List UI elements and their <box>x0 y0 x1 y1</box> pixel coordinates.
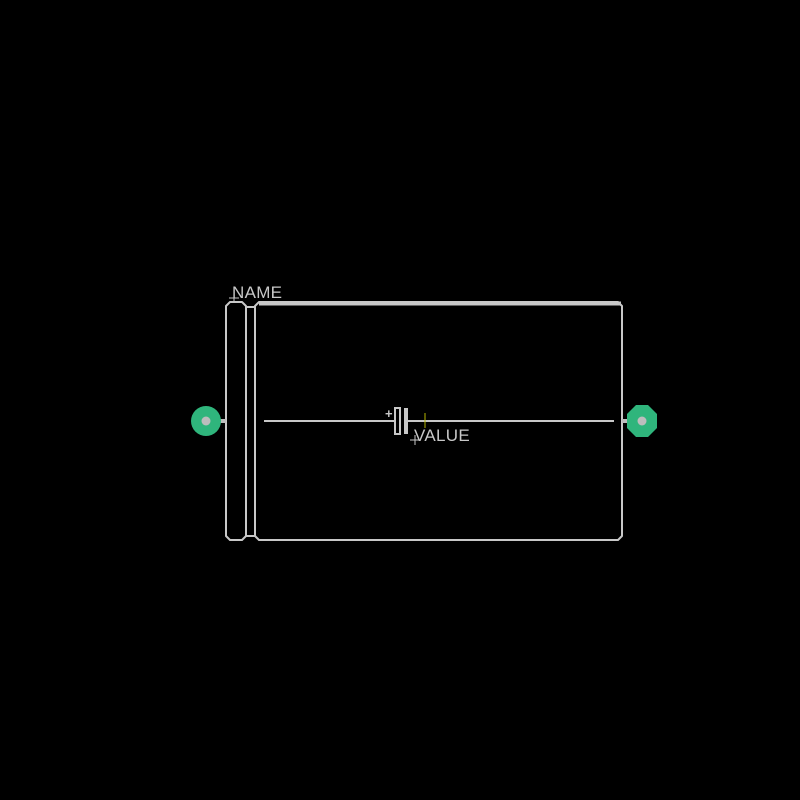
end-cap-left <box>225 301 247 541</box>
polarity-plus-sign: + <box>385 406 393 421</box>
value-origin-cross <box>410 435 420 445</box>
octagon-pad-icon[interactable] <box>627 405 657 437</box>
sleeve-band <box>246 306 256 537</box>
polarized-capacitor-icon: + <box>385 406 408 435</box>
capacitor-plate-positive <box>394 407 401 435</box>
capacitor-plate-negative <box>404 408 408 434</box>
value-label[interactable]: VALUE <box>414 426 470 445</box>
name-origin-cross <box>229 293 239 303</box>
round-pad-icon[interactable] <box>191 406 221 436</box>
name-label[interactable]: NAME <box>232 283 282 302</box>
pad-2-drill <box>637 416 647 426</box>
pad-1-drill <box>201 416 211 426</box>
